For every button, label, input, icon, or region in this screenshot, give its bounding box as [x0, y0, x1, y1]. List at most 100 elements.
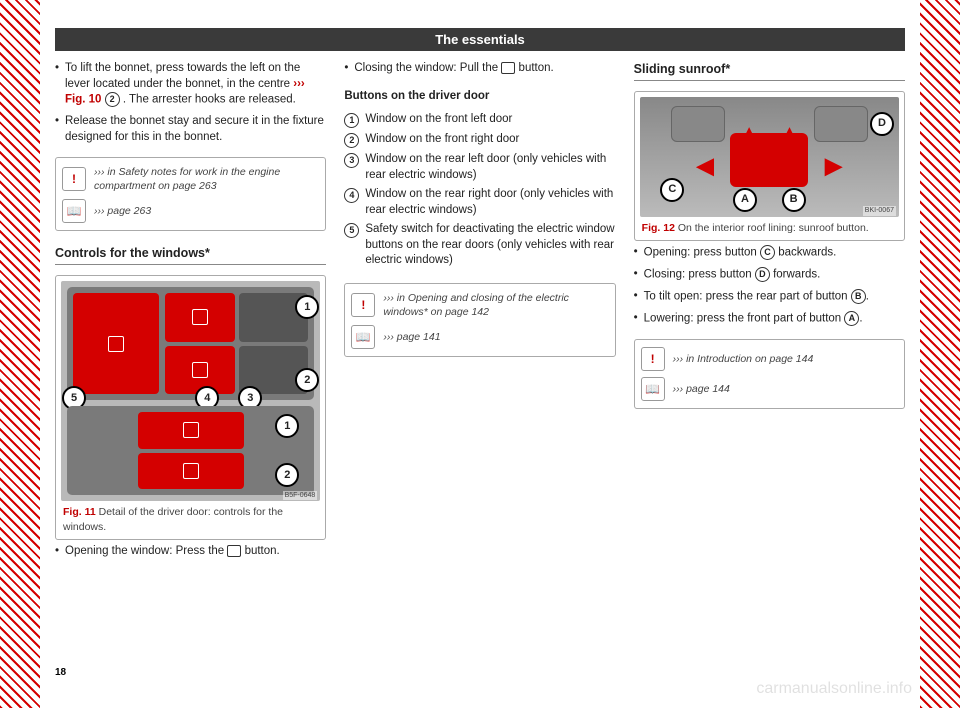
fig-label: Fig. 11 [63, 506, 96, 518]
col1-para1: To lift the bonnet, press towards the le… [55, 61, 326, 108]
text: . [866, 291, 869, 303]
figure-12-image: ◀ ▶ ▲ ▲ A B C D BKI-0067 [640, 97, 899, 217]
ref-text: ››› page 144 [673, 382, 898, 396]
lock-button [73, 293, 159, 394]
text: . The arrester hooks are released. [123, 94, 296, 106]
item-num: 2 [344, 133, 359, 148]
text: To tilt open: press the rear part of but… [644, 291, 851, 303]
list-item: 1Window on the front left door [344, 112, 615, 128]
list-item: 3 Window on the rear left door (only vehi… [344, 152, 615, 183]
arrow-right: ▶ [825, 151, 842, 181]
ref-row-warning: ! ››› in Safety notes for work in the en… [62, 162, 319, 196]
roof-button-right [814, 106, 868, 142]
image-code: BKI-0067 [863, 206, 896, 215]
numbered-list: 1Window on the front left door 2 Window o… [344, 112, 615, 273]
fig-text: On the interior roof lining: sunroof but… [675, 222, 869, 234]
item-num: 4 [344, 188, 359, 203]
col3-para4: Lowering: press the front part of button… [634, 311, 905, 327]
text: button. [241, 545, 279, 557]
ref-text: ››› page 263 [94, 204, 319, 218]
top-panel: 1 2 3 4 5 [67, 287, 314, 400]
fig-label: Fig. 12 [642, 222, 675, 234]
item-num: 5 [344, 223, 359, 238]
ref-row-warning: ! ››› in Opening and closing of the elec… [351, 288, 608, 322]
text: Opening the window: Press the [65, 545, 227, 557]
win-btn [138, 412, 244, 449]
ref-row-book: 📖 ››› page 263 [62, 196, 319, 226]
arrow-up-b: ▲ [779, 118, 801, 148]
window-icon [227, 545, 241, 557]
book-icon: 📖 [641, 377, 665, 401]
warning-icon: ! [62, 167, 86, 191]
ref-num: 2 [105, 92, 120, 107]
callout-d: D [870, 112, 894, 136]
text: . [859, 313, 862, 325]
figure-11-image: 1 2 3 4 5 1 2 B5F-0648 [61, 281, 320, 501]
list-item: 4Window on the rear right door (only veh… [344, 187, 615, 218]
callout-1: 1 [275, 414, 299, 438]
callout-2: 2 [295, 368, 319, 392]
ref-text: ››› page 141 [383, 330, 608, 344]
window-glyph [108, 336, 124, 352]
text: forwards. [770, 269, 821, 281]
reference-box: ! ››› in Introduction on page 144 📖 ››› … [634, 339, 905, 409]
reference-box: ! ››› in Safety notes for work in the en… [55, 157, 326, 231]
letter-a: A [844, 311, 859, 326]
chapter-title: The essentials [55, 28, 905, 51]
figure-11-box: 1 2 3 4 5 1 2 B5F-0648 [55, 275, 326, 539]
watermark: carmanualsonline.info [756, 680, 912, 698]
letter-c: C [760, 245, 775, 260]
text: Lowering: press the front part of button [644, 313, 845, 325]
roof-button-left [671, 106, 725, 142]
letter-d: D [755, 267, 770, 282]
text: To lift the bonnet, press towards the le… [65, 62, 300, 90]
ref-text: ››› in Opening and closing of the electr… [383, 291, 608, 319]
win-btn [138, 453, 244, 490]
col2-para1: Closing the window: Pull the button. [344, 61, 615, 77]
page-hatching-right [920, 0, 960, 708]
warning-icon: ! [641, 347, 665, 371]
column-2: Closing the window: Pull the button. But… [344, 61, 615, 663]
col3-para3: To tilt open: press the rear part of but… [634, 289, 905, 305]
col1-para2: Release the bonnet stay and secure it in… [55, 114, 326, 145]
window-glyph [183, 422, 199, 438]
arrow-up-a: ▲ [738, 118, 760, 148]
item-text: Safety switch for deactivating the elect… [365, 222, 615, 269]
figure-11-caption: Fig. 11 Detail of the driver door: contr… [61, 501, 320, 533]
item-num: 3 [344, 153, 359, 168]
callout-a: A [733, 188, 757, 212]
ref-text: ››› in Introduction on page 144 [673, 352, 898, 366]
section-heading: Sliding sunroof* [634, 61, 905, 81]
book-icon: 📖 [351, 325, 375, 349]
columns: To lift the bonnet, press towards the le… [55, 61, 905, 663]
list-item: 5 Safety switch for deactivating the elec… [344, 222, 615, 269]
letter-b: B [851, 289, 866, 304]
bottom-panel: 1 2 [67, 406, 314, 495]
figure-12-box: ◀ ▶ ▲ ▲ A B C D BKI-0067 Fig. 12 On the … [634, 91, 905, 241]
col1-para3: Opening the window: Press the button. [55, 544, 326, 560]
callout-1: 1 [295, 295, 319, 319]
item-text: Window on the rear left door (only vehic… [365, 152, 615, 183]
warning-icon: ! [351, 293, 375, 317]
arrow-left: ◀ [697, 151, 714, 181]
ref-row-warning: ! ››› in Introduction on page 144 [641, 344, 898, 374]
text: Opening: press button [644, 247, 760, 259]
page-content: The essentials To lift the bonnet, press… [55, 28, 905, 678]
reference-box: ! ››› in Opening and closing of the elec… [344, 283, 615, 357]
callout-2: 2 [275, 463, 299, 487]
ref-row-book: 📖 ››› page 144 [641, 374, 898, 404]
window-glyph [192, 362, 208, 378]
column-3: Sliding sunroof* ◀ ▶ ▲ ▲ A B C D BKI-006… [634, 61, 905, 663]
window-glyph [183, 463, 199, 479]
section-heading: Controls for the windows* [55, 245, 326, 265]
text: Closing the window: Pull the [354, 62, 501, 74]
item-text: Window on the front left door [365, 112, 512, 128]
page-hatching-left [0, 0, 40, 708]
callout-c: C [660, 178, 684, 202]
ref-row-book: 📖 ››› page 141 [351, 322, 608, 352]
fig-text: Detail of the driver door: controls for … [63, 506, 283, 532]
ref-text: ››› in Safety notes for work in the engi… [94, 165, 319, 193]
col3-para1: Opening: press button C backwards. [634, 245, 905, 261]
text: Closing: press button [644, 269, 755, 281]
figure-12-caption: Fig. 12 On the interior roof lining: sun… [640, 217, 899, 235]
